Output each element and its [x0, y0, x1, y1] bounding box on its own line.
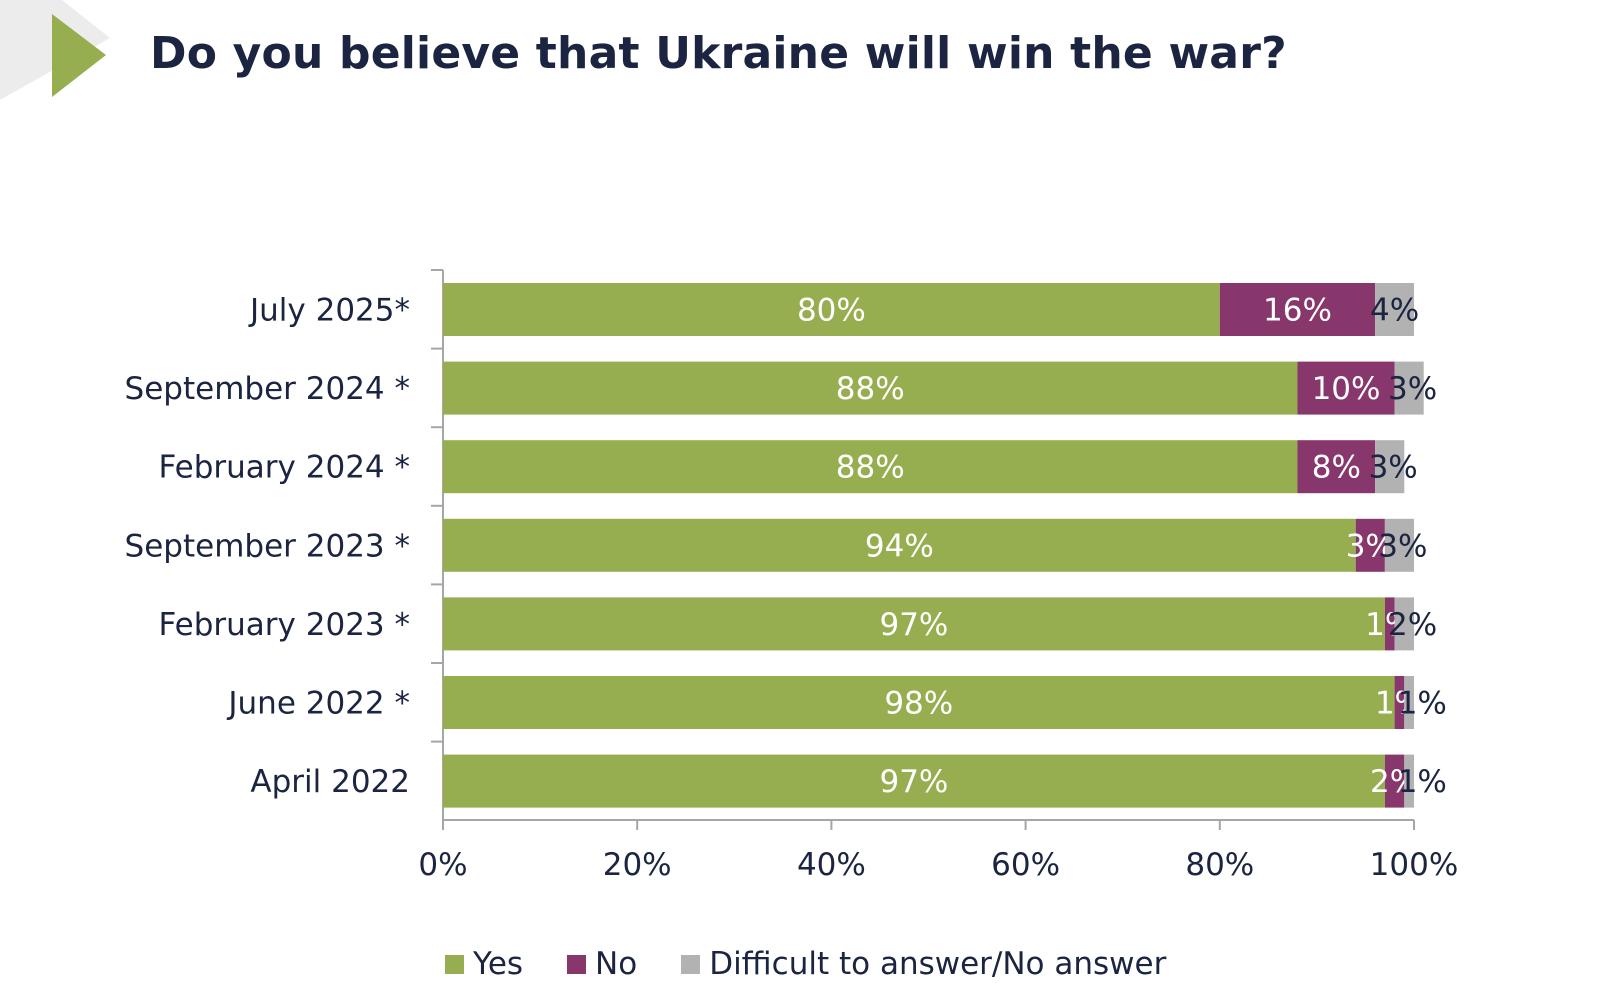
x-tick-label: 60%	[991, 847, 1060, 883]
legend-label-yes: Yes	[473, 946, 524, 982]
x-tick-label: 100%	[1370, 847, 1459, 883]
bar-no-february-2023	[1384, 597, 1395, 651]
category-label-june-2022: June 2022 *	[226, 686, 410, 722]
x-tick-label: 0%	[418, 847, 467, 883]
category-label-february-2023: February 2023 *	[159, 607, 410, 643]
data-label-dk-july-2025: 4%	[1370, 293, 1419, 329]
category-label-september-2024: September 2024 *	[125, 371, 410, 407]
legend-item-yes: Yes	[445, 946, 523, 982]
legend-item-dk: Difficult to answer/No answer	[681, 946, 1166, 982]
legend-item-no: No	[567, 946, 637, 982]
bar-yes-september-2024	[443, 361, 1298, 415]
bar-dk-april-2022	[1404, 754, 1414, 808]
stacked-bar-chart: 0% 20% 40% 60% 80% 100% July 2025* 80% 16% 4% Sept…	[125, 269, 1459, 883]
data-label-dk-september-2024: 3%	[1388, 371, 1437, 407]
bar-yes-february-2023	[443, 597, 1385, 651]
data-label-yes-june-2022: 98%	[884, 686, 953, 722]
legend-label-no: No	[595, 946, 638, 982]
legend-swatch-dk	[681, 954, 701, 974]
bar-dk-july-2025	[1375, 283, 1414, 336]
bar-dk-february-2024	[1375, 440, 1405, 494]
data-label-no-september-2024: 10%	[1312, 371, 1381, 407]
bar-dk-september-2024	[1394, 361, 1424, 415]
data-label-no-june-2022: 1%	[1375, 686, 1424, 722]
bar-dk-september-2023	[1384, 518, 1414, 572]
title-triangle-icon	[52, 14, 106, 97]
bar-dk-june-2022	[1404, 676, 1414, 729]
data-label-no-february-2024: 8%	[1312, 450, 1361, 486]
bar-dk-february-2023	[1394, 597, 1414, 651]
data-label-dk-february-2023: 2%	[1388, 607, 1437, 643]
bar-no-june-2022	[1394, 676, 1405, 729]
category-label-july-2025: July 2025*	[248, 293, 410, 329]
data-label-no-july-2025: 16%	[1263, 293, 1332, 329]
legend-swatch-no	[567, 954, 587, 974]
bar-no-september-2024	[1297, 361, 1395, 415]
x-tick-label: 80%	[1185, 847, 1254, 883]
legend-label-dk: Difficult to answer/No answer	[709, 946, 1167, 982]
bar-yes-july-2025	[443, 283, 1220, 336]
data-label-dk-june-2022: 1%	[1398, 686, 1447, 722]
data-label-dk-april-2022: 1%	[1398, 764, 1447, 800]
bar-no-february-2024	[1297, 440, 1376, 494]
bar-no-april-2022	[1384, 754, 1405, 808]
bar-yes-june-2022	[443, 676, 1395, 729]
data-label-yes-september-2024: 88%	[836, 371, 905, 407]
category-label-february-2024: February 2024 *	[159, 450, 410, 486]
data-label-yes-february-2023: 97%	[879, 607, 948, 643]
data-label-yes-february-2024: 88%	[836, 450, 905, 486]
data-label-yes-july-2025: 80%	[797, 293, 866, 329]
chart-title: Do you believe that Ukraine will win the…	[150, 28, 1287, 79]
bar-yes-september-2023	[443, 518, 1356, 572]
category-label-september-2023: September 2023 *	[125, 528, 410, 564]
bar-no-september-2023	[1355, 518, 1385, 572]
category-label-april-2022: April 2022	[250, 764, 410, 800]
data-label-dk-september-2023: 3%	[1378, 528, 1427, 564]
data-label-yes-april-2022: 97%	[879, 764, 948, 800]
x-tick-label: 40%	[797, 847, 866, 883]
data-label-dk-february-2024: 3%	[1369, 450, 1418, 486]
bar-yes-april-2022	[443, 754, 1385, 808]
bar-yes-february-2024	[443, 440, 1298, 494]
data-label-yes-september-2023: 94%	[865, 528, 934, 564]
x-tick-label: 20%	[603, 847, 672, 883]
bar-no-july-2025	[1219, 283, 1376, 336]
legend-swatch-yes	[445, 954, 464, 974]
corner-decoration	[0, 0, 110, 100]
chart-legend: Yes No Difficult to answer/No answer	[445, 946, 1210, 982]
